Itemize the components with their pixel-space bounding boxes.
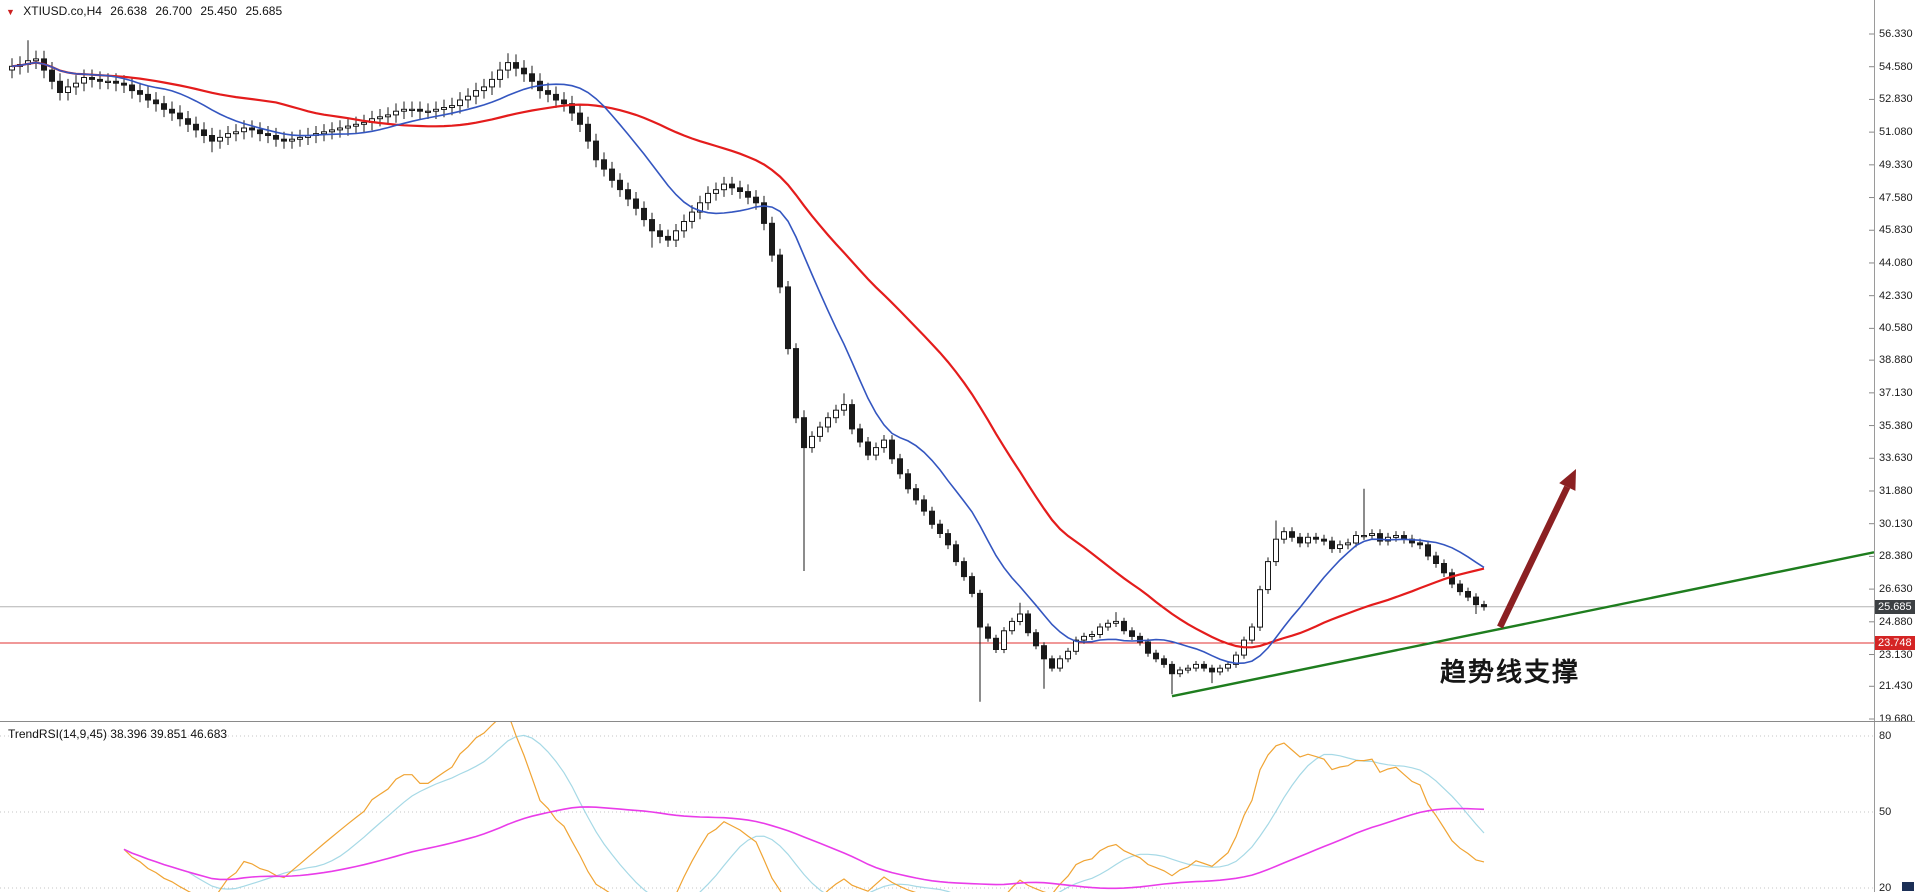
price-axis-label: 45.830 [1879,224,1913,237]
price-axis-label: 19.680 [1879,713,1913,725]
price-axis[interactable]: 56.330 54.580 52.830 51.080 49.330 47.580 45.8… [1874,0,1915,892]
price-axis-label: 51.080 [1879,126,1913,139]
price-axis-label: 33.630 [1879,452,1913,465]
sell-marker-icon: ▼ [6,7,15,17]
price-axis-label: 28.380 [1879,550,1913,563]
price-axis-label: 37.130 [1879,386,1913,399]
rsi-trend-line [123,806,1485,890]
price-axis-label: 49.330 [1879,158,1913,171]
indicator-axis-label: 50 [1879,806,1892,818]
price-axis-label: 30.130 [1879,517,1913,530]
price-axis-label: 21.430 [1879,680,1913,693]
up-arrow-head [1559,469,1576,491]
up-arrow[interactable] [1497,485,1571,629]
symbol-period-label: XTIUSD.co,H4 [23,4,102,18]
indicator-axis-label: 20 [1879,882,1892,892]
price-axis-label: 40.580 [1879,322,1913,335]
price-axis-label: 31.880 [1879,484,1913,497]
trendline-support-annotation: 趋势线支撑 [1440,657,1581,687]
ma-fast-line [11,61,1485,665]
price-axis-label: 47.580 [1879,191,1913,204]
price-axis-label: 54.580 [1879,60,1913,73]
indicator-label: TrendRSI(14,9,45) 38.396 39.851 46.683 [8,727,228,741]
price-axis-label: 42.330 [1879,289,1913,302]
indicator-panel[interactable] [0,722,1874,892]
price-axis-label: 38.880 [1879,354,1913,367]
current-price-badge: 25.685 [1875,599,1915,614]
support-price-badge: 23.748 [1875,635,1915,650]
close-value: 25.685 [245,4,283,18]
price-axis-label: 35.380 [1879,419,1913,432]
open-value: 26.638 [110,4,147,18]
candles [9,40,1487,702]
price-axis-label: 44.080 [1879,256,1913,269]
price-axis-label: 24.880 [1879,615,1913,628]
rsi-signal-line [123,734,1485,892]
rsi-main-line [123,722,1485,892]
panel-separator[interactable] [0,721,1915,722]
indicator-axis-label: 80 [1879,730,1892,742]
corner-mark [1902,882,1914,891]
main-price-chart[interactable] [0,0,1874,722]
support-trendline[interactable] [1171,551,1874,698]
price-axis-label: 56.330 [1879,28,1913,40]
price-axis-label: 23.130 [1879,648,1913,661]
low-value: 25.450 [200,4,238,18]
price-axis-label: 26.630 [1879,583,1913,596]
price-axis-label: 52.830 [1879,93,1913,106]
high-value: 26.700 [155,4,193,18]
ma-slow-line [11,61,1485,649]
symbol-ohlc-label: ▼ XTIUSD.co,H4 26.638 26.700 25.450 25.6… [6,4,287,18]
